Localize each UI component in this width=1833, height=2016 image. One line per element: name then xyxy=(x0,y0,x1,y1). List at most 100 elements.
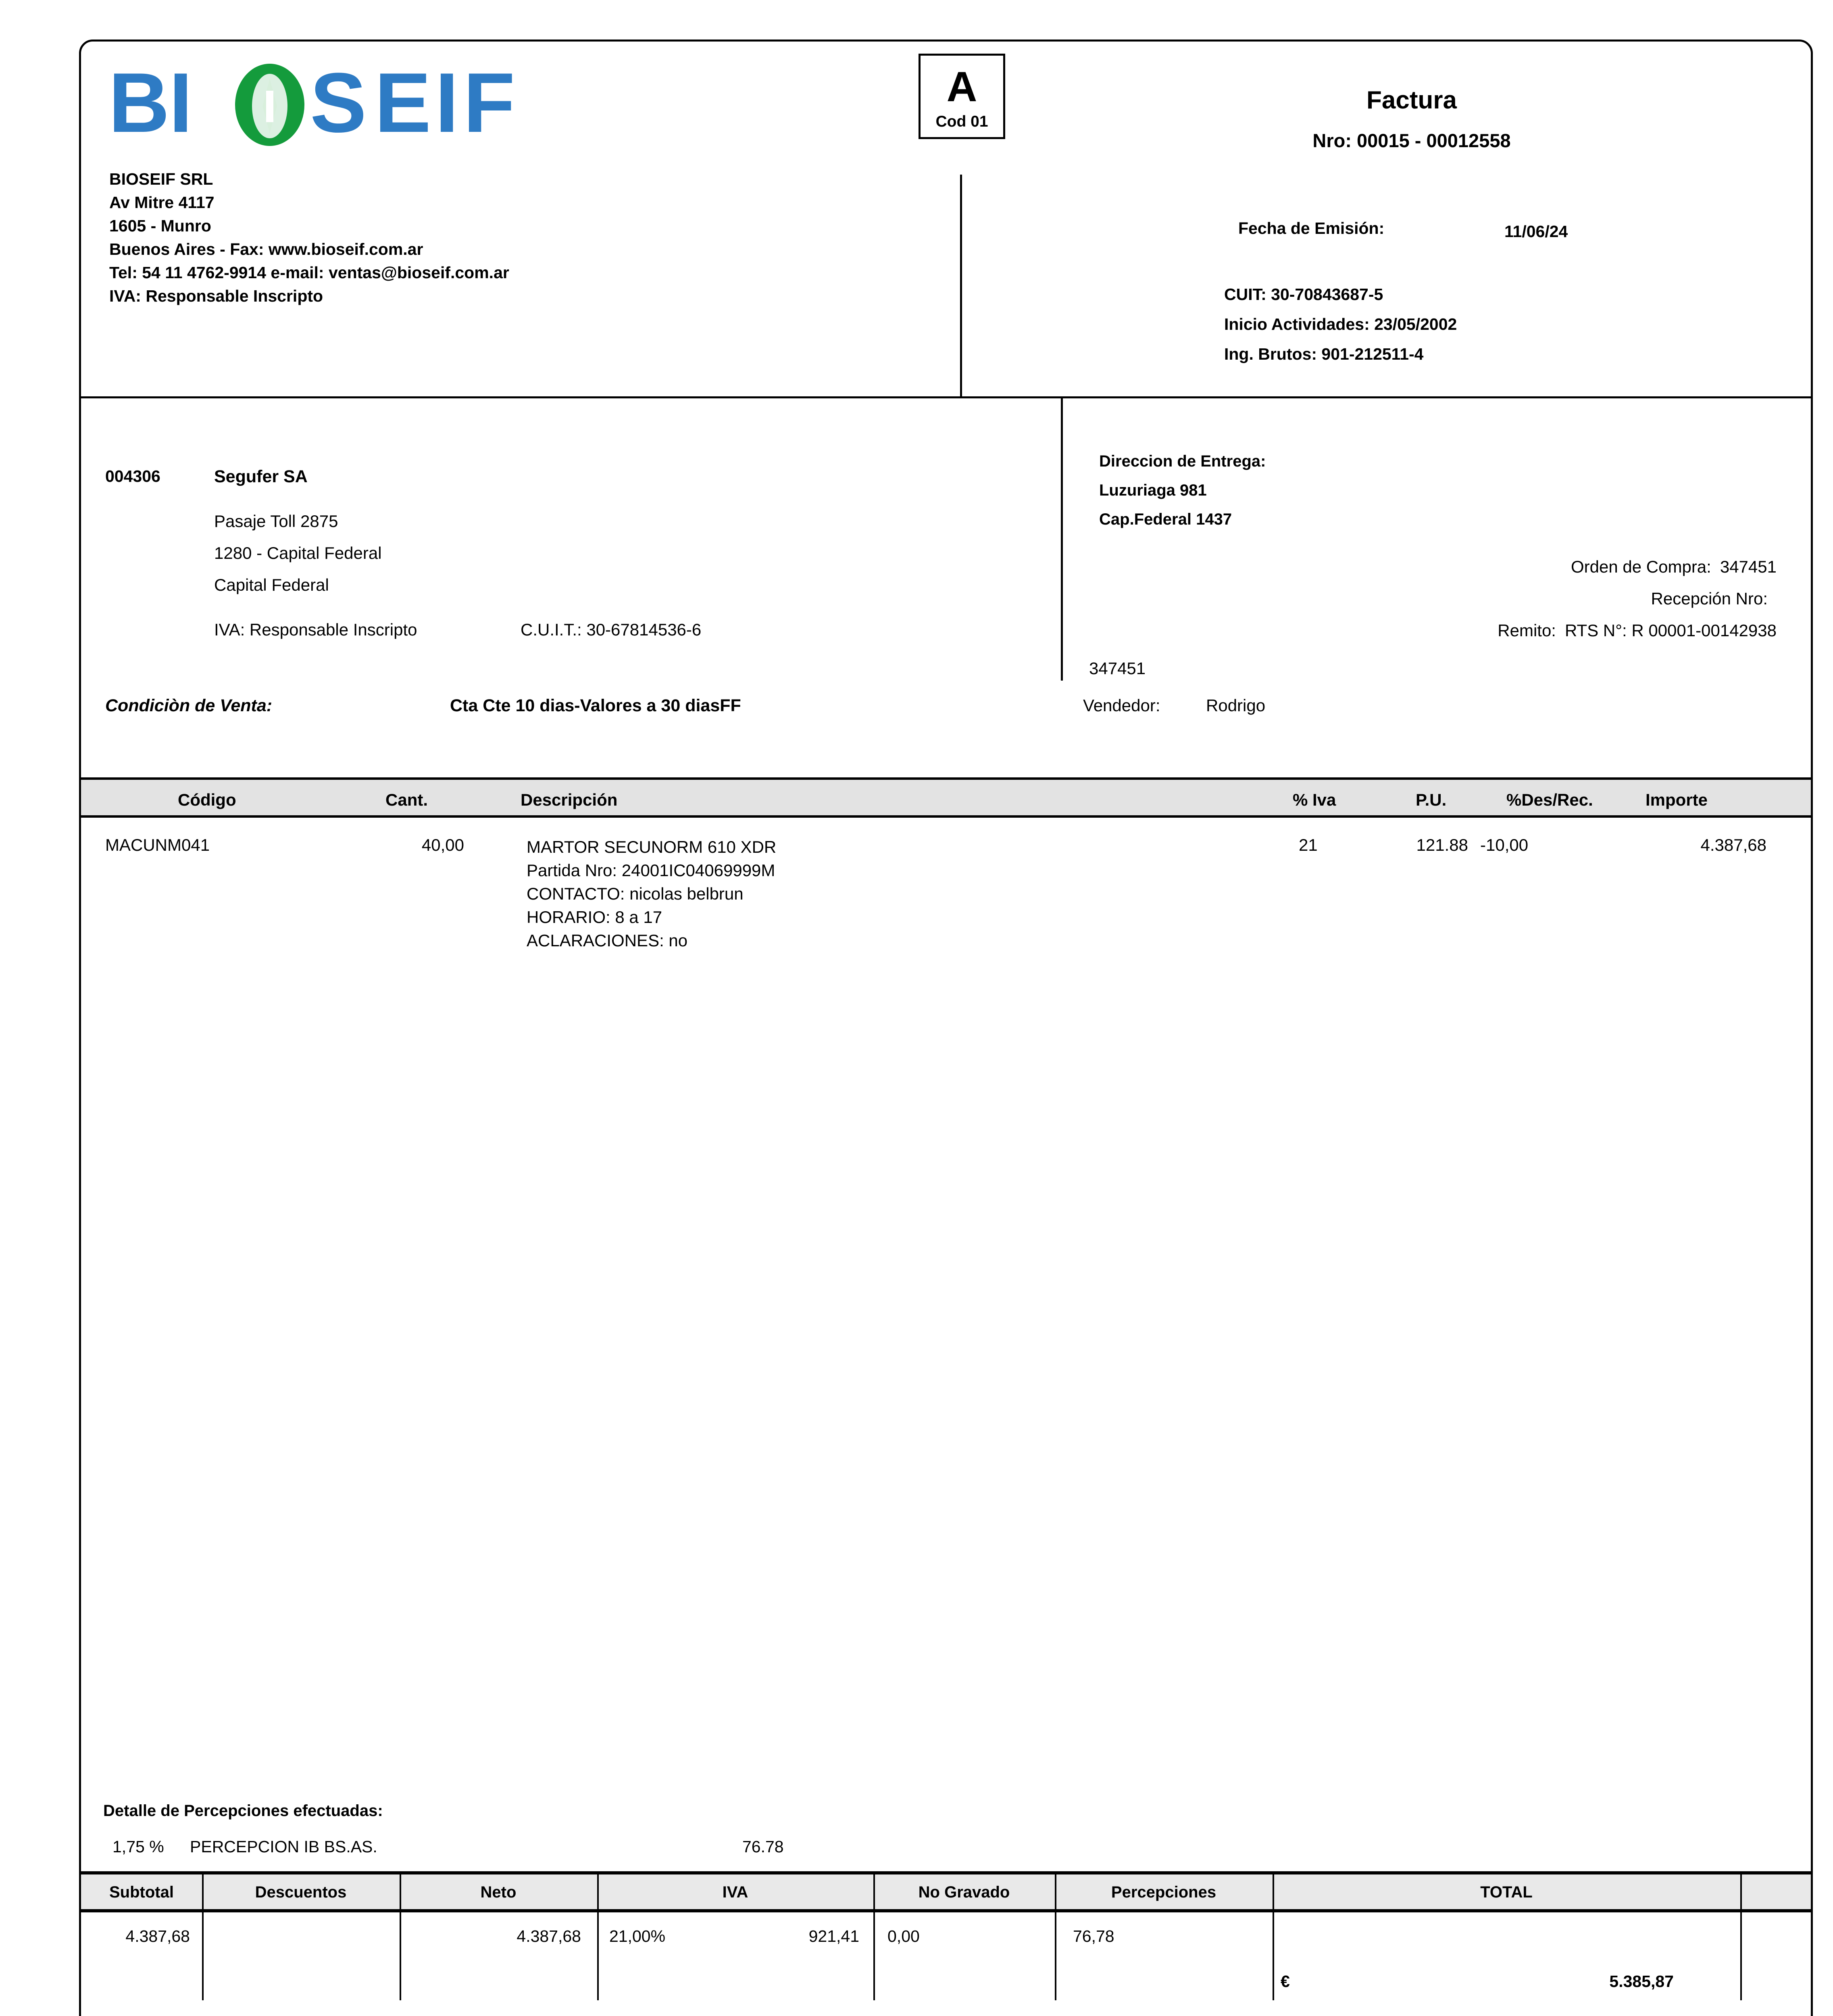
totals-body-divider-6 xyxy=(1273,1912,1274,2000)
document-number-label: Nro: xyxy=(1312,130,1352,151)
items-table-header: Código Cant. Descripción % Iva P.U. %Des… xyxy=(81,777,1811,818)
totals-body-divider-3 xyxy=(597,1912,599,2000)
customer-iva-condition: IVA: Responsable Inscripto xyxy=(214,620,417,639)
percepciones-name: PERCEPCION IB BS.AS. xyxy=(190,1837,377,1856)
customer-cuit: C.U.I.T.: 30-67814536-6 xyxy=(521,620,702,639)
total-header-neto: Neto xyxy=(480,1883,517,1901)
desc-line-5: ACLARACIONES: no xyxy=(527,931,688,950)
vendor-label: Vendedor: xyxy=(1083,696,1160,715)
document-title: Factura xyxy=(1366,86,1457,114)
total-value-iva-amount: 921,41 xyxy=(808,1927,859,1945)
issuer-cuit: CUIT: 30-70843687-5 xyxy=(1224,285,1383,304)
desc-line-1: MARTOR SECUNORM 610 XDR xyxy=(527,837,777,856)
customer-street: Pasaje Toll 2875 xyxy=(214,512,338,531)
percepciones-amount: 76.78 xyxy=(742,1837,784,1856)
customer-postal-city: 1280 - Capital Federal xyxy=(214,544,382,562)
document-number-value: 00015 - 00012558 xyxy=(1357,130,1511,151)
total-header-subtotal: Subtotal xyxy=(109,1883,174,1901)
total-header-percepciones: Percepciones xyxy=(1111,1883,1216,1901)
total-value-subtotal: 4.387,68 xyxy=(125,1927,190,1945)
percepciones-title: Detalle de Percepciones efectuadas: xyxy=(103,1802,383,1820)
customer-province: Capital Federal xyxy=(214,575,329,594)
issuer-details: BIOSEIF SRL Av Mitre 4117 1605 - Munro B… xyxy=(109,167,775,308)
header-bottom-divider xyxy=(81,396,1811,398)
header-vertical-divider xyxy=(960,175,962,398)
total-header-no-gravado: No Gravado xyxy=(918,1883,1010,1901)
remito-row: Remito: RTS N°: R 00001-00142938 xyxy=(1099,614,1777,646)
cell-codigo: MACUNM041 xyxy=(105,835,210,854)
order-references: Orden de Compra: 347451 Recepción Nro: R… xyxy=(1099,551,1777,646)
orden-de-compra-label: Orden de Compra: xyxy=(1571,557,1711,576)
header-descripcion: Descripción xyxy=(521,790,618,809)
customer-code: 004306 xyxy=(105,467,160,485)
customer-section: 004306 Segufer SA Pasaje Toll 2875 1280 … xyxy=(81,398,1811,739)
cell-importe: 4.387,68 xyxy=(1700,835,1767,854)
remito-value: RTS N°: R 00001-00142938 xyxy=(1564,621,1777,640)
totals-col-divider-3 xyxy=(597,1874,599,1909)
vendor-value: Rodrigo xyxy=(1206,696,1266,715)
cell-descripcion: MARTOR SECUNORM 610 XDR Partida Nro: 240… xyxy=(527,835,776,952)
issuer-postal-city: 1605 - Munro xyxy=(109,217,211,235)
customer-address: Pasaje Toll 2875 1280 - Capital Federal … xyxy=(214,505,382,601)
svg-text:S: S xyxy=(310,62,367,149)
items-table-body: MACUNM041 40,00 MARTOR SECUNORM 610 XDR … xyxy=(81,820,1811,1802)
desc-line-2: Partida Nro: 24001IC04069999M xyxy=(527,861,775,880)
totals-col-divider-4 xyxy=(873,1874,875,1909)
bioseif-logo: B I S E I F xyxy=(108,62,612,149)
totals-body-divider-7 xyxy=(1740,1912,1742,2000)
cell-pu: 121.88 xyxy=(1416,835,1468,854)
totals-col-divider-7 xyxy=(1740,1874,1742,1909)
total-value-iva-rate: 21,00% xyxy=(609,1927,666,1945)
header-pu: P.U. xyxy=(1416,790,1447,809)
document-number: Nro: 00015 - 00012558 xyxy=(1008,129,1815,152)
svg-text:I: I xyxy=(435,62,458,149)
total-header-iva: IVA xyxy=(722,1883,748,1901)
recepcion-nro-label: Recepción Nro: xyxy=(1651,589,1768,608)
totals-body-divider-5 xyxy=(1055,1912,1056,2000)
total-value-percepciones: 76,78 xyxy=(1073,1927,1114,1945)
header-cant: Cant. xyxy=(385,790,428,809)
issuer-province-web: Buenos Aires - Fax: www.bioseif.com.ar xyxy=(109,240,423,258)
emission-date-value: 11/06/24 xyxy=(1504,222,1568,241)
total-value-grand-total: 5.385,87 xyxy=(1609,1972,1674,1991)
cell-des-rec: -10,00 xyxy=(1480,835,1529,854)
percepciones-section: Detalle de Percepciones efectuadas: 1,75… xyxy=(81,1802,1811,1868)
document-letter-box: A Cod 01 xyxy=(919,54,1005,139)
shipping-title: Direccion de Entrega: xyxy=(1099,452,1266,470)
document-cod-label: Cod 01 xyxy=(935,113,988,130)
shipping-line1: Luzuriaga 981 xyxy=(1099,481,1207,499)
svg-text:I: I xyxy=(169,62,192,149)
extra-reference: 347451 xyxy=(1089,659,1146,678)
sale-condition-label: Condiciòn de Venta: xyxy=(105,696,273,715)
shipping-line2: Cap.Federal 1437 xyxy=(1099,510,1232,528)
totals-table: Subtotal Descuentos Neto IVA No Gravado … xyxy=(81,1871,1811,2000)
totals-table-body: 4.387,68 4.387,68 21,00% 921,41 0,00 76,… xyxy=(81,1912,1811,2000)
total-value-neto: 4.387,68 xyxy=(517,1927,581,1945)
header-codigo: Código xyxy=(178,790,236,809)
customer-name: Segufer SA xyxy=(214,467,308,486)
issuer-iva-condition: IVA: Responsable Inscripto xyxy=(109,287,323,305)
remito-label: Remito: xyxy=(1498,621,1556,640)
table-row: MACUNM041 40,00 MARTOR SECUNORM 610 XDR … xyxy=(81,820,1811,1802)
svg-text:E: E xyxy=(375,62,431,149)
issuer-fiscal-details: CUIT: 30-70843687-5 Inicio Actividades: … xyxy=(1224,279,1457,369)
header-section: B I S E I F BIOSEIF SRL Av Mitre 4117 16… xyxy=(81,42,1811,398)
header-iva: % Iva xyxy=(1293,790,1336,809)
cell-iva: 21 xyxy=(1299,835,1318,854)
header-importe: Importe xyxy=(1646,790,1708,809)
customer-vertical-divider xyxy=(1061,398,1063,681)
totals-body-divider-4 xyxy=(873,1912,875,2000)
svg-text:F: F xyxy=(463,62,515,149)
document-letter: A xyxy=(946,63,977,110)
sale-condition-row: Condiciòn de Venta: Cta Cte 10 dias-Valo… xyxy=(81,696,1811,725)
totals-col-divider-5 xyxy=(1055,1874,1056,1909)
issuer-name: BIOSEIF SRL xyxy=(109,170,213,188)
shipping-address: Direccion de Entrega: Luzuriaga 981 Cap.… xyxy=(1099,447,1266,534)
emission-date-label: Fecha de Emisión: xyxy=(1238,219,1385,237)
svg-text:B: B xyxy=(108,62,170,149)
totals-col-divider-2 xyxy=(400,1874,401,1909)
totals-body-divider-1 xyxy=(202,1912,204,2000)
totals-table-header: Subtotal Descuentos Neto IVA No Gravado … xyxy=(81,1874,1811,1912)
desc-line-4: HORARIO: 8 a 17 xyxy=(527,908,662,927)
percepciones-rate: 1,75 % xyxy=(112,1837,164,1856)
